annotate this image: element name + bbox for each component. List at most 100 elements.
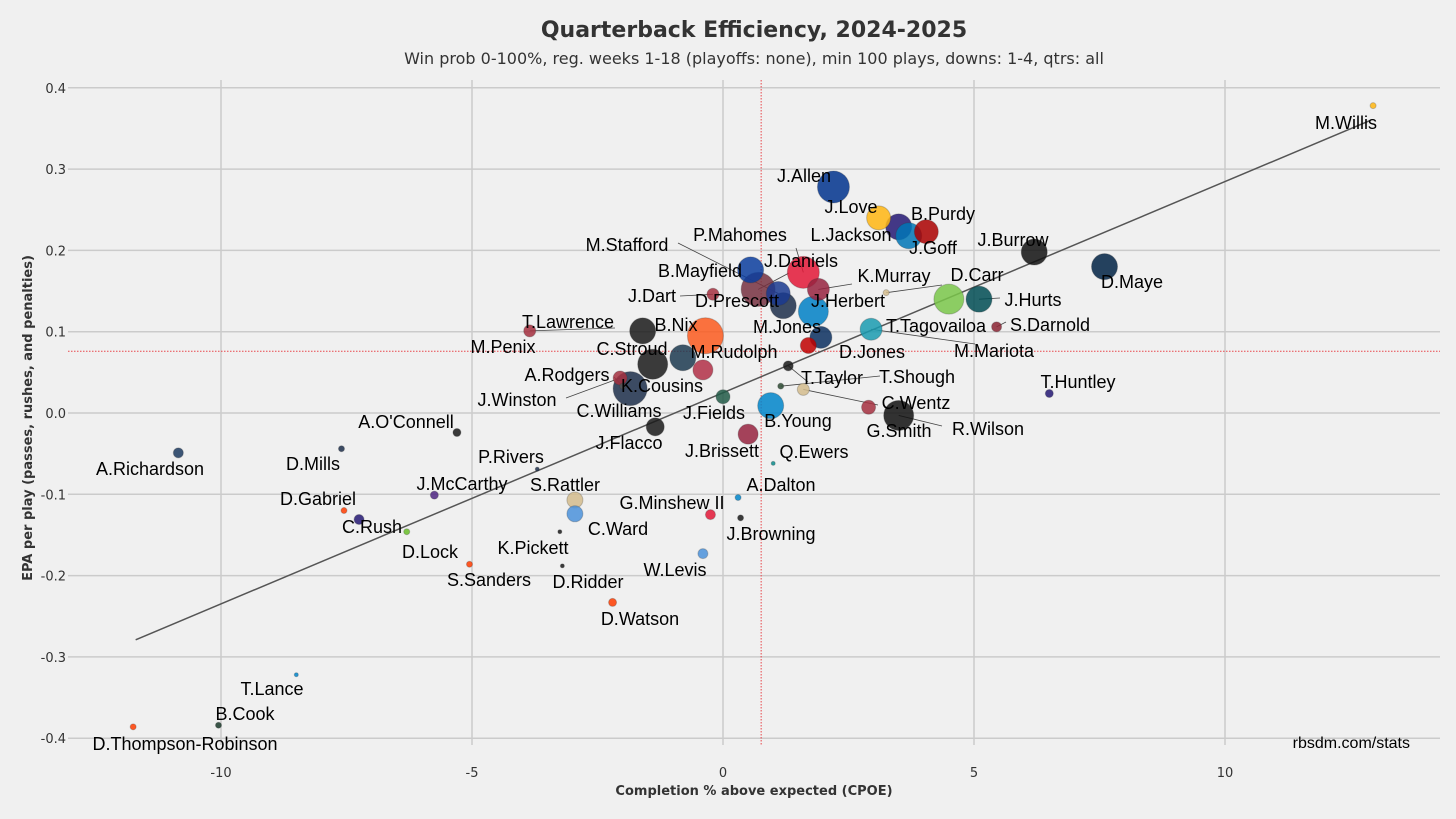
- point-t-lance: [293, 672, 299, 678]
- point-a-richardson: [172, 447, 184, 459]
- label-t-taylor: T.Taylor: [801, 368, 863, 388]
- label-a-richardson: A.Richardson: [96, 459, 204, 479]
- label-d-carr: D.Carr: [951, 265, 1004, 285]
- source-annotation: rbsdm.com/stats: [1293, 735, 1410, 752]
- point-c-ward: [566, 505, 584, 523]
- point-a-o-connell: [452, 428, 462, 438]
- point-d-ridder: [559, 563, 565, 569]
- point-j-allen: [816, 170, 850, 204]
- point-t-lawrence: [523, 324, 537, 338]
- label-a-rodgers: A.Rodgers: [524, 365, 609, 385]
- label-b-cook: B.Cook: [215, 704, 275, 724]
- average-reference-lines: [68, 80, 1440, 745]
- point-s-darnold: [991, 321, 1003, 333]
- point-d-gabriel: [340, 507, 348, 515]
- x-tick-label: 10: [1217, 766, 1234, 781]
- leader-line-t-lawrence: [529, 327, 616, 332]
- axis-tick-labels: -10 -5 0 5 10 -0.4 -0.3 -0.2 -0.1 0.0 0.1 0.2 0.3 0.4: [41, 82, 1234, 781]
- label-b-purdy: B.Purdy: [911, 204, 975, 224]
- point-c-williams: [692, 359, 714, 381]
- point-j-love: [866, 205, 892, 231]
- point-k-murray: [806, 277, 830, 301]
- label-j-goff: J.Goff: [909, 238, 958, 258]
- point-p-rivers: [534, 466, 540, 472]
- chart-subtitle: Win prob 0-100%, reg. weeks 1-18 (playof…: [404, 49, 1104, 68]
- point-a-rodgers: [619, 382, 627, 390]
- point-m-rudolph: [669, 344, 697, 372]
- grid-lines: [68, 80, 1440, 745]
- point-k-pickett: [557, 529, 563, 535]
- label-j-browning: J.Browning: [726, 524, 815, 544]
- label-a-dalton: A.Dalton: [746, 475, 815, 495]
- point-b-cook: [214, 721, 222, 729]
- label-j-brissett: J.Brissett: [685, 441, 759, 461]
- label-l-jackson: L.Jackson: [810, 225, 891, 245]
- point-d-maye: [1091, 253, 1119, 281]
- y-tick-label: -0.2: [41, 570, 66, 585]
- point-b-young: [757, 392, 785, 420]
- leader-line-t-shough: [780, 375, 881, 387]
- x-tick-label: -5: [466, 766, 479, 781]
- label-k-pickett: K.Pickett: [497, 538, 568, 558]
- label-w-levis: W.Levis: [643, 560, 706, 580]
- label-d-gabriel: D.Gabriel: [280, 489, 356, 509]
- point-c-rush: [353, 514, 365, 526]
- x-tick-label: 0: [719, 766, 727, 781]
- point-s-sanders: [465, 560, 473, 568]
- point-d-lock: [403, 528, 411, 536]
- point-c-wentz: [796, 382, 810, 396]
- label-j-fields: J.Fields: [683, 403, 745, 423]
- label-b-young: B.Young: [764, 411, 831, 431]
- label-k-murray: K.Murray: [857, 266, 930, 286]
- label-g-minshew-ii: G.Minshew II: [619, 493, 724, 513]
- y-tick-label: 0.1: [45, 326, 66, 341]
- point-t-huntley: [1044, 388, 1054, 398]
- label-c-ward: C.Ward: [588, 519, 648, 539]
- y-tick-label: 0.4: [45, 82, 66, 97]
- point-c-stroud: [637, 348, 669, 380]
- label-m-stafford: M.Stafford: [586, 235, 669, 255]
- point-m-mariota: [859, 317, 883, 341]
- point-j-browning: [737, 514, 745, 522]
- point-labels: M.Willis J.Allen J.Love B.Purdy L.Jackson J.G…: [92, 113, 1377, 754]
- label-p-mahomes: P.Mahomes: [693, 225, 787, 245]
- point-w-levis: [697, 548, 709, 560]
- y-tick-label: -0.3: [41, 651, 66, 666]
- leader-line-d-carr: [886, 284, 943, 294]
- point-b-mayfield: [737, 256, 765, 284]
- label-d-prescott: D.Prescott: [695, 291, 779, 311]
- label-j-allen: J.Allen: [777, 166, 831, 186]
- label-d-ridder: D.Ridder: [552, 572, 623, 592]
- point-t-taylor: [782, 360, 794, 372]
- point-b-purdy: [913, 219, 939, 245]
- label-d-maye: D.Maye: [1101, 272, 1163, 292]
- label-t-shough: T.Shough: [879, 367, 955, 387]
- label-j-flacco: J.Flacco: [595, 433, 662, 453]
- label-s-rattler: S.Rattler: [530, 475, 600, 495]
- point-d-mills: [337, 445, 345, 453]
- label-d-lock: D.Lock: [402, 542, 459, 562]
- label-j-herbert: J.Herbert: [811, 291, 885, 311]
- label-d-mills: D.Mills: [286, 454, 340, 474]
- label-c-rush: C.Rush: [342, 517, 402, 537]
- point-d-watson: [608, 597, 618, 607]
- label-k-cousins: K.Cousins: [621, 376, 703, 396]
- point-t-tagovailoa: [933, 283, 965, 315]
- label-j-winston: J.Winston: [477, 390, 556, 410]
- trendline-group: [135, 119, 1371, 641]
- point-t-shough: [777, 382, 785, 390]
- point-m-penix: [629, 317, 657, 345]
- label-t-lawrence: T.Lawrence: [522, 312, 614, 332]
- label-r-wilson: R.Wilson: [952, 419, 1024, 439]
- label-s-sanders: S.Sanders: [447, 570, 531, 590]
- label-m-willis: M.Willis: [1315, 113, 1377, 133]
- label-b-nix: B.Nix: [654, 315, 697, 335]
- point-j-burrow: [1020, 238, 1048, 266]
- y-axis-label: EPA per play (passes, rushes, and penalt…: [21, 255, 36, 581]
- leader-line-j-winston: [565, 377, 621, 399]
- label-b-mayfield: B.Mayfield: [658, 261, 742, 281]
- point-g-smith: [861, 399, 877, 415]
- label-d-thompson-robinson: D.Thompson-Robinson: [92, 734, 277, 754]
- label-j-dart: J.Dart: [628, 286, 676, 306]
